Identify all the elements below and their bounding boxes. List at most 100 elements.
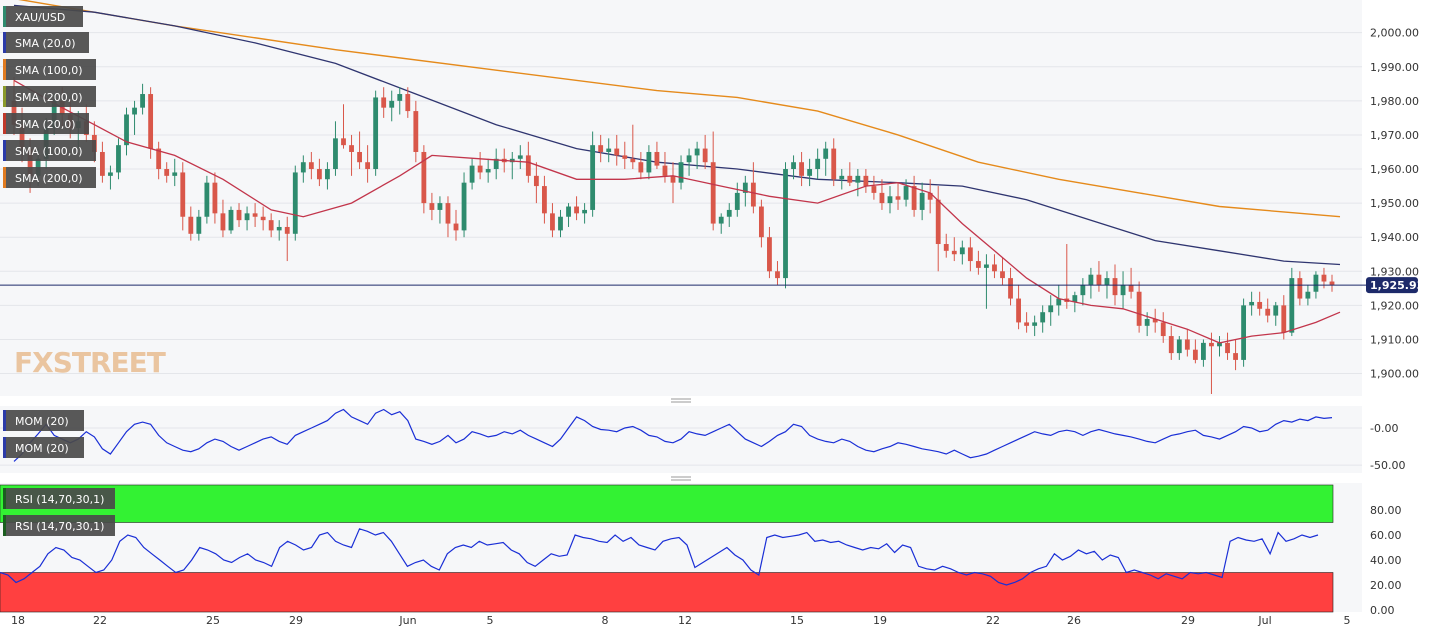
candle-body <box>108 172 113 176</box>
candle-body <box>1249 301 1255 306</box>
candle <box>1273 301 1279 326</box>
candle <box>220 199 226 238</box>
candle <box>823 141 829 176</box>
candle <box>357 131 362 170</box>
candle-body <box>807 169 813 176</box>
candle <box>1120 271 1126 309</box>
watermark: FXSTREET <box>14 346 166 379</box>
legend-symbol[interactable]: XAU/USD <box>3 6 83 27</box>
legend-sma-0[interactable]: SMA (20,0) <box>3 32 89 53</box>
legend-symbol-bg <box>3 6 83 27</box>
candle-body <box>718 216 724 224</box>
legend-sma-3[interactable]: SMA (20,0) <box>3 113 89 134</box>
legend-sma-1[interactable]: SMA (100,0) <box>3 59 96 80</box>
candle-body <box>357 151 362 163</box>
candle-body <box>574 206 579 214</box>
candle <box>630 124 636 170</box>
candle <box>164 162 170 183</box>
x-tick-label: 19 <box>873 614 887 627</box>
candle-body <box>967 247 973 262</box>
candle-body <box>678 162 684 183</box>
candle <box>654 141 660 170</box>
candle-body <box>815 158 821 170</box>
legend-mom-0-bg <box>3 410 84 431</box>
legend-rsi-1[interactable]: RSI (14,70,30,1) <box>3 515 115 536</box>
rsi-line <box>0 528 1319 586</box>
candle-body <box>614 148 620 156</box>
candle <box>421 145 427 214</box>
candle <box>1289 267 1295 337</box>
divider-2[interactable] <box>0 473 1434 483</box>
candle-body <box>686 155 692 163</box>
candle <box>1000 257 1005 285</box>
candle-body <box>1289 278 1295 333</box>
legend-sma-5-bg <box>3 167 96 188</box>
candle-body <box>252 213 258 217</box>
candle <box>1024 312 1030 333</box>
candle-body <box>188 216 194 234</box>
legend-sma-2-bg <box>3 86 96 107</box>
candle <box>1176 336 1182 360</box>
candle <box>694 141 700 170</box>
x-tick-label: 8 <box>602 614 609 627</box>
candle <box>140 83 145 115</box>
candle-body <box>19 124 25 149</box>
candle <box>437 196 443 224</box>
candle <box>1160 312 1166 343</box>
rsi-overbought-zone <box>0 484 1334 523</box>
candle <box>132 100 137 135</box>
candle-body <box>767 237 772 272</box>
legend-sma-4[interactable]: SMA (100,0) <box>3 140 96 161</box>
legend-sma-4-swatch <box>3 140 6 161</box>
legend-sma-3-label: SMA (20,0) <box>15 118 76 131</box>
candle-body <box>622 155 628 159</box>
candle <box>550 203 555 238</box>
x-tick-label: Jun <box>398 614 416 627</box>
candle <box>252 203 258 227</box>
candle-body <box>1241 305 1247 360</box>
candle <box>485 158 491 183</box>
candle-body <box>943 244 949 251</box>
divider-2-bar[interactable] <box>0 473 1434 483</box>
x-axis: 18 22 25 29 Jun 5 8 12 15 19 22 26 29 Jul 5 <box>11 614 1351 627</box>
x-tick-label: 18 <box>11 614 25 627</box>
main-y-tick-label: 1,900.00 <box>1370 368 1419 381</box>
candle-body <box>1080 284 1086 296</box>
divider-1-bar[interactable] <box>0 396 1434 406</box>
candle <box>1016 284 1021 330</box>
candle-body <box>799 162 804 176</box>
legend-sma-2[interactable]: SMA (200,0) <box>3 86 96 107</box>
candle <box>1249 291 1255 316</box>
candle-body <box>421 151 427 204</box>
legend-sma-5[interactable]: SMA (200,0) <box>3 167 96 188</box>
candle <box>927 179 933 214</box>
candle-body <box>863 175 869 187</box>
legend-mom-0[interactable]: MOM (20) <box>3 410 84 431</box>
candle <box>799 151 804 187</box>
candle <box>413 100 419 163</box>
candle <box>734 182 740 217</box>
candle <box>1040 305 1046 333</box>
candle <box>124 107 129 156</box>
legend-rsi-1-swatch <box>3 515 6 536</box>
candle <box>196 209 202 241</box>
candle-body <box>236 209 242 221</box>
candle <box>188 206 194 241</box>
legend-mom-1[interactable]: MOM (20) <box>3 437 84 458</box>
candle-body <box>1048 305 1054 313</box>
candle <box>1329 274 1335 292</box>
candle-body <box>413 111 419 152</box>
divider-1[interactable] <box>0 396 1434 406</box>
legend-rsi-0[interactable]: RSI (14,70,30,1) <box>3 488 115 509</box>
candle <box>1192 339 1198 364</box>
rsi-zones <box>0 484 1334 613</box>
legend-sma-4-bg <box>3 140 96 161</box>
candle-body <box>911 186 917 210</box>
candle-body <box>638 162 644 173</box>
mom-y-tick-label: -0.00 <box>1370 422 1398 435</box>
candle-body <box>525 155 531 176</box>
main-y-axis: 2,000.00 1,990.00 1,980.00 1,970.00 1,960.00… <box>1370 27 1419 381</box>
main-y-tick-label: 1,910.00 <box>1370 333 1419 346</box>
candle <box>236 203 242 227</box>
candle-body <box>148 94 154 149</box>
